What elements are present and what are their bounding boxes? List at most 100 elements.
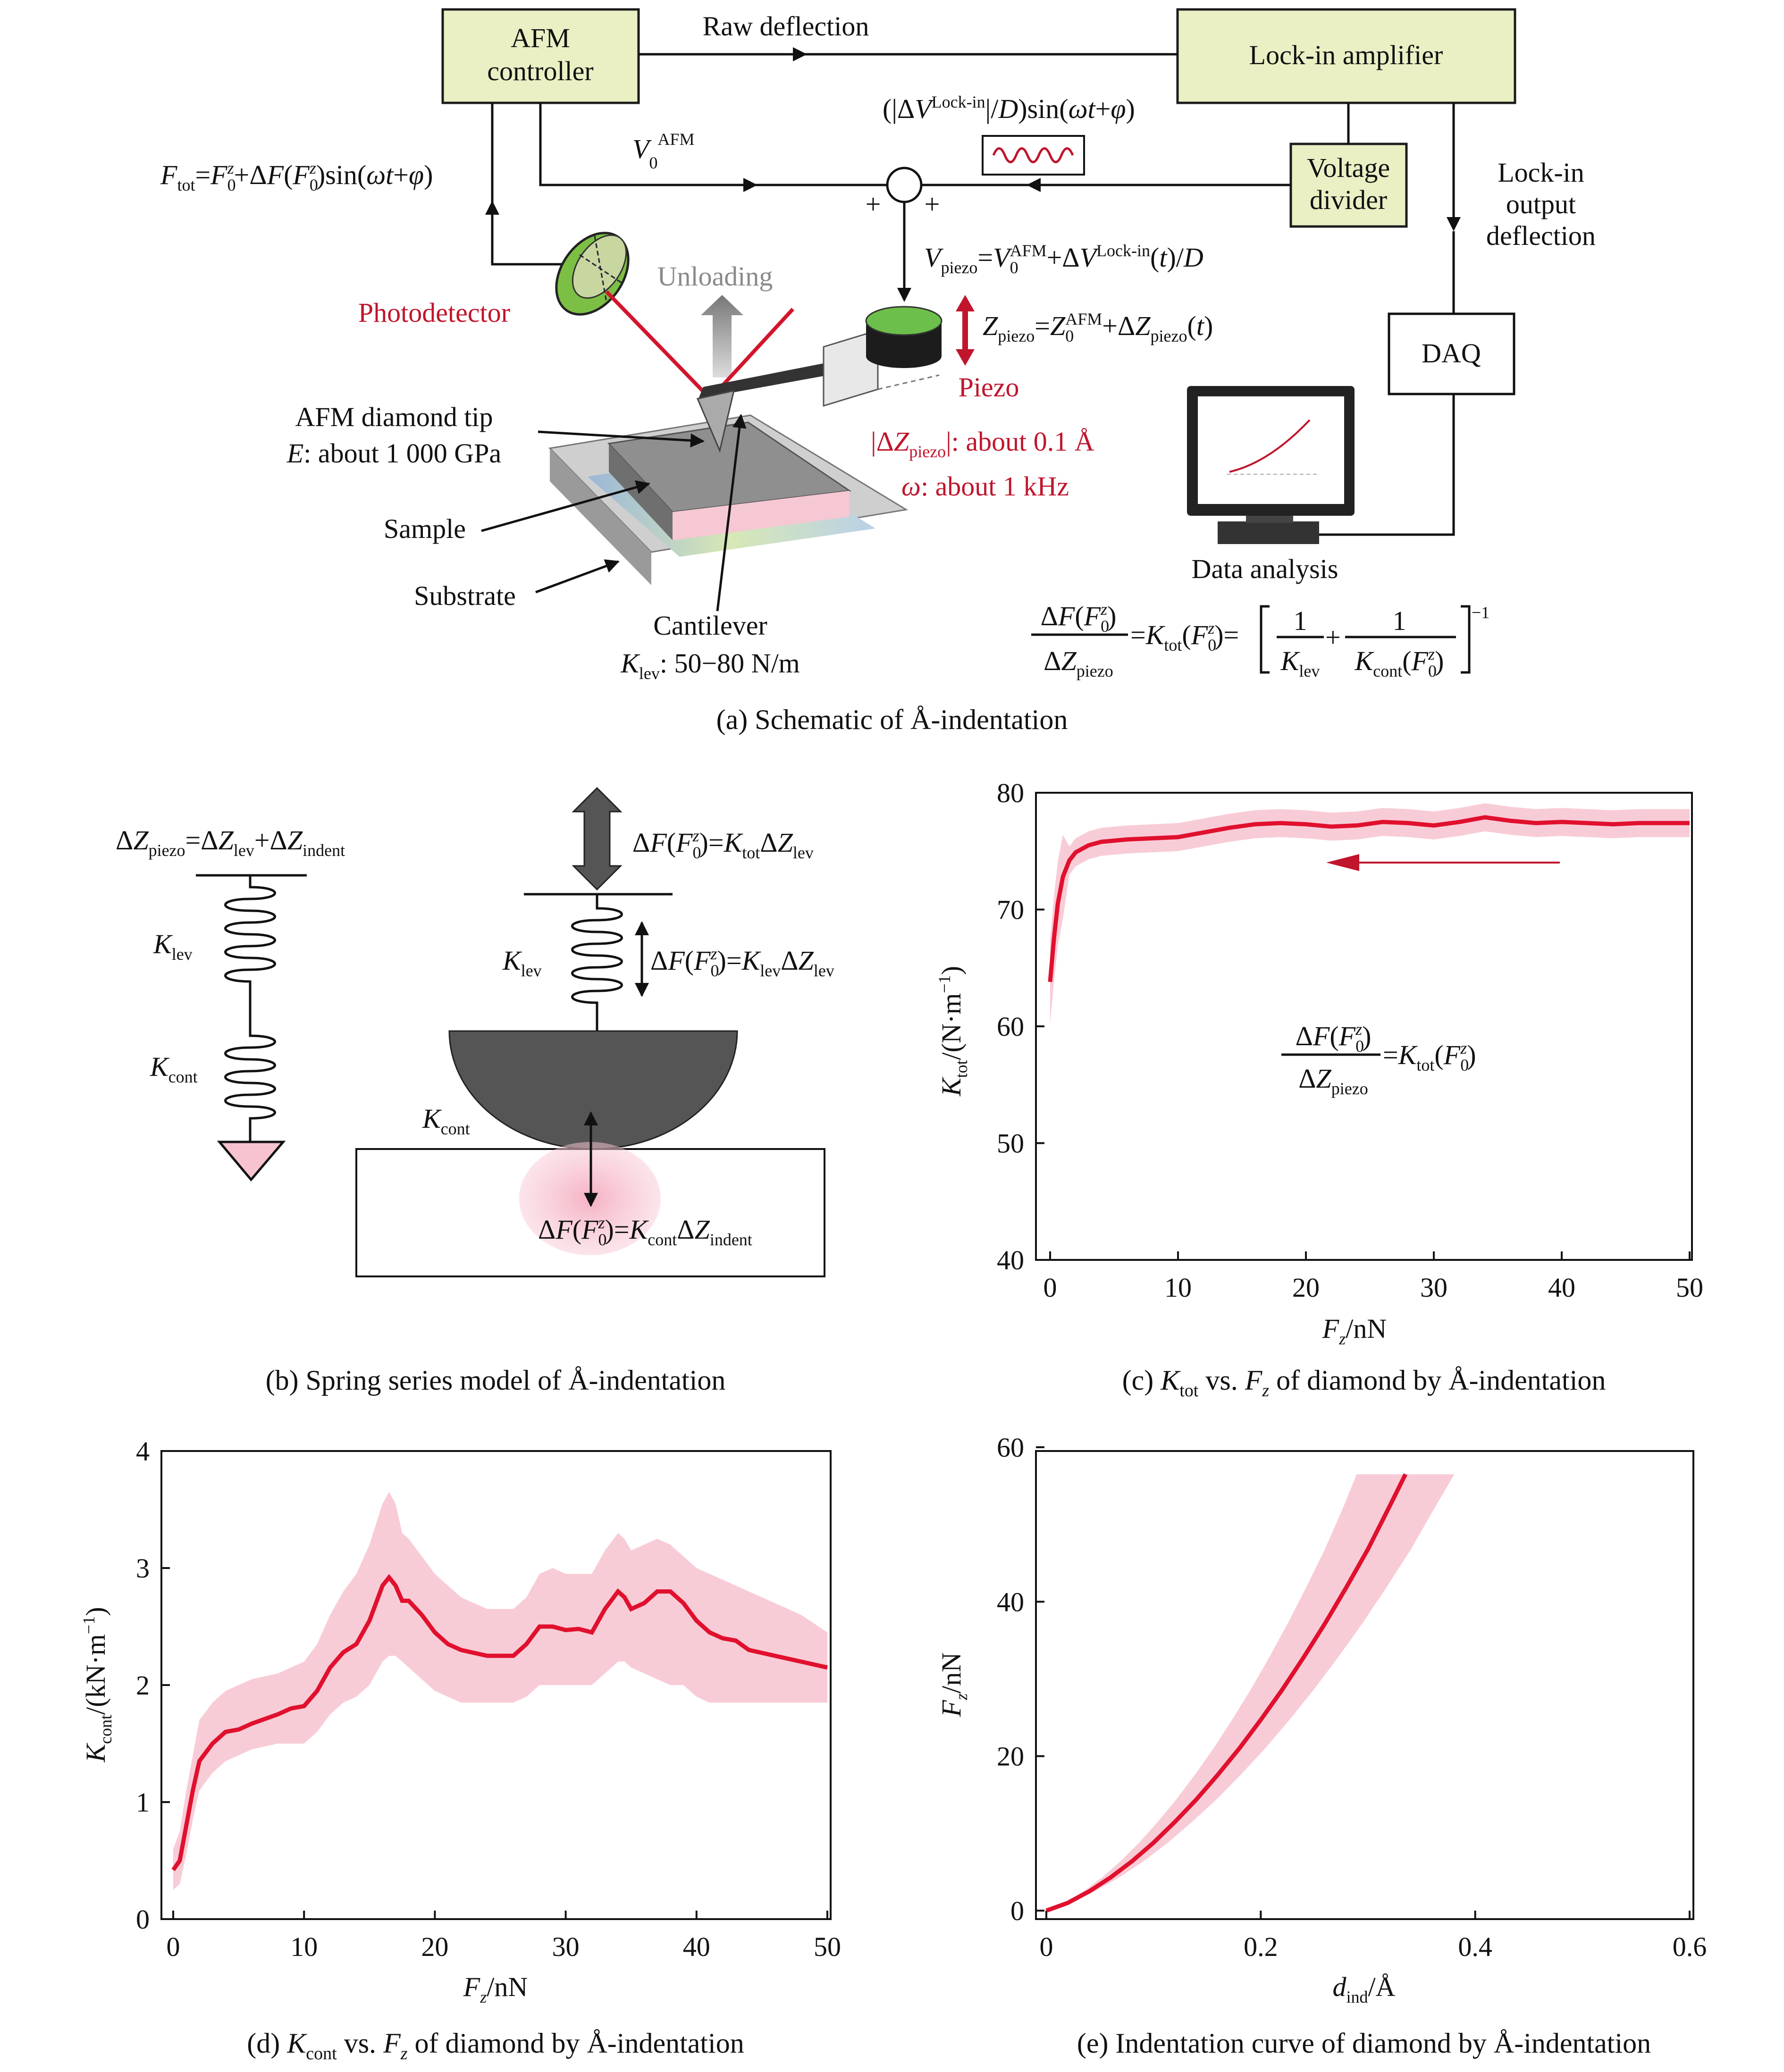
- monitor-icon: [1187, 386, 1355, 544]
- klev-value-label: Klev: 50−80 N/m: [620, 648, 800, 683]
- daq-box: DAQ: [1388, 312, 1515, 395]
- chart-e-force-depth-series: [1045, 1473, 1408, 1913]
- chart-e-ticks: 0 0.2 0.4 0.6 0 20 40 60: [997, 1432, 1707, 1962]
- chart-d-ytick-label: 0: [136, 1904, 150, 1935]
- left-ground-triangle: [217, 1141, 286, 1182]
- chart-c-xtick-label: 40: [1548, 1272, 1575, 1303]
- sample-pointer: [481, 480, 650, 532]
- tip-modulus-label: E: about 1 000 GPa: [286, 438, 501, 469]
- chart-e-xtick-label: 0.2: [1244, 1931, 1278, 1962]
- afm-controller-line2: controller: [487, 56, 593, 86]
- voltage-divider-line1: Voltage: [1307, 152, 1390, 183]
- chart-c-xtick-label: 30: [1420, 1272, 1447, 1303]
- chart-d-xtick-label: 20: [421, 1931, 448, 1962]
- chart-c-ytick-label: 50: [997, 1128, 1024, 1159]
- chart-e-xtick-label: 0: [1040, 1931, 1053, 1962]
- chart-c-ytick-label: 70: [997, 895, 1024, 925]
- sum-plus-right: +: [925, 189, 940, 219]
- chart-c-ytick-label: 40: [997, 1245, 1024, 1275]
- df-ktot-equation: ΔF(F0z)=KtotΔZlev: [632, 826, 814, 862]
- ktot-formula: ΔF(F0z) ΔZpiezo =Ktot(F0z)= 1 Klev + 1 K…: [1031, 600, 1489, 680]
- lock-in-output-line2: output: [1506, 189, 1576, 219]
- chart-e-xlabel: dind/Å: [1332, 1971, 1395, 2006]
- panel-d-kcont-chart: 0 10 20 30 40 50 0 1 2 3 4 Fz/nN Kcont/(kN·m−1) (d…: [79, 1436, 841, 2064]
- divider-arrowhead: [1027, 178, 1041, 192]
- v0-arrowhead: [743, 178, 757, 192]
- voltage-divider-line2: divider: [1310, 185, 1387, 215]
- tip-pointer: [538, 430, 705, 448]
- chart-d-xlabel: Fz/nN: [463, 1971, 528, 2006]
- panel-a-schematic: AFM controller Lock-in amplifier Raw def…: [160, 8, 1596, 735]
- chart-c-xtick-label: 0: [1043, 1272, 1057, 1303]
- chart-c-xtick-label: 10: [1164, 1272, 1192, 1303]
- left-klev-label: Klev: [153, 929, 193, 964]
- photodetector-icon: [485, 103, 630, 316]
- df-klev-equation: ΔF(F0z)=KlevΔZlev: [650, 944, 834, 980]
- svg-text:1: 1: [1393, 605, 1406, 636]
- daq-label: DAQ: [1422, 338, 1481, 369]
- lock-in-modulation-label: (|ΔVLock-in|/D)sin(ωt+φ): [883, 92, 1135, 124]
- chart-e-frame: [1035, 1450, 1694, 1920]
- chart-c-ylabel: Ktot/(N·m−1): [935, 966, 971, 1097]
- voltage-divider-box: Voltage divider: [1289, 143, 1408, 228]
- chart-c-xlabel: Fz/nN: [1322, 1313, 1387, 1348]
- right-klev-label: Klev: [502, 945, 542, 980]
- afm-tip-label: AFM diamond tip: [295, 402, 493, 432]
- chart-e-xtick-label: 0.6: [1673, 1931, 1707, 1962]
- lock-in-amplifier-label: Lock-in amplifier: [1249, 40, 1443, 70]
- chart-d-ticks: 0 10 20 30 40 50 0 1 2 3 4: [136, 1436, 841, 1962]
- photodetector-label: Photodetector: [358, 297, 510, 328]
- chart-c-ticks: 0 10 20 30 40 50 40 50 60 70 80: [997, 778, 1703, 1303]
- chart-d-ytick-label: 3: [136, 1553, 150, 1584]
- z-piezo-equation: Zpiezo=Z0AFM+ΔZpiezo(t): [983, 310, 1213, 345]
- chart-d-ylabel: Kcont/(kN·m−1): [79, 1607, 115, 1762]
- svg-text:Klev: Klev: [1280, 646, 1320, 680]
- controller-to-sum-line: [539, 103, 887, 186]
- chart-e-ylabel: Fz/nN: [936, 1653, 971, 1717]
- daq-to-monitor-line: [1319, 394, 1455, 536]
- cantilever-label: Cantilever: [653, 610, 767, 641]
- sample-label: Sample: [384, 513, 466, 544]
- chart-c-ktot-series: [1048, 815, 1690, 982]
- svg-text:ΔZpiezo: ΔZpiezo: [1298, 1063, 1368, 1098]
- chart-d-confidence-band: [173, 1492, 827, 1890]
- v-piezo-equation: Vpiezo=V0AFM+ΔVLock-in(t)/D: [924, 241, 1203, 277]
- caption-c: (c) Ktot vs. Fz of diamond by Å-indentat…: [1122, 1365, 1606, 1401]
- piezo-arrowhead: [897, 288, 911, 302]
- svg-text:=Ktot(F0z): =Ktot(F0z): [1383, 1039, 1476, 1074]
- lock-in-output-line1: Lock-in: [1498, 157, 1584, 188]
- sample-stack-illustration: [548, 414, 909, 585]
- panel-c-ktot-chart: 0 10 20 30 40 50 40 50 60 70 80 ΔF(F0z) ΔZpiezo =K…: [935, 778, 1703, 1401]
- v0-afm-label: V0AFM: [632, 130, 694, 172]
- left-spring-cont: [224, 1015, 276, 1142]
- panel-b-spring-model: ΔZpiezo=ΔZlev+ΔZindent Klev Kcont ΔF(F0z…: [116, 787, 834, 1396]
- chart-e-xtick-label: 0.4: [1458, 1931, 1492, 1962]
- chart-d-xtick-label: 40: [683, 1931, 710, 1962]
- chart-d-ytick-label: 1: [136, 1787, 150, 1818]
- svg-text:ΔF(F0z): ΔF(F0z): [1296, 1020, 1372, 1056]
- chart-e-ytick-label: 20: [997, 1741, 1024, 1772]
- unloading-arrow-icon: [701, 295, 743, 377]
- chart-c-formula: ΔF(F0z) ΔZpiezo =Ktot(F0z): [1281, 1020, 1476, 1098]
- lock-in-output-line3: deflection: [1486, 220, 1596, 251]
- chart-d-xtick-label: 10: [290, 1931, 318, 1962]
- left-spring-lev: [224, 875, 276, 1015]
- afm-controller-line1: AFM: [511, 23, 570, 53]
- chart-c-ytick-label: 60: [997, 1011, 1024, 1042]
- caption-a: (a) Schematic of Å-indentation: [716, 704, 1068, 735]
- caption-b: (b) Spring series model of Å-indentation: [266, 1365, 726, 1396]
- lock-in-output-arrowhead: [1447, 217, 1461, 231]
- panel-e-indentation-chart: 0 0.2 0.4 0.6 0 20 40 60 dind/Å Fz/nN (e) Inden…: [936, 1432, 1707, 2059]
- piezo-label: Piezo: [959, 372, 1019, 403]
- lock-in-amplifier-box: Lock-in amplifier: [1176, 8, 1516, 104]
- svg-text:Kcont(F0z): Kcont(F0z): [1355, 645, 1444, 680]
- svg-text:=Ktot(F0z)=: =Ktot(F0z)=: [1130, 619, 1239, 654]
- cantilever-illustration: [696, 329, 940, 453]
- chart-d-xtick-label: 50: [814, 1931, 841, 1962]
- unloading-label: Unloading: [657, 261, 773, 292]
- sine-wave-icon: [992, 147, 1074, 163]
- chart-d-xtick-label: 0: [167, 1931, 180, 1962]
- dz-piezo-sum-equation: ΔZpiezo=ΔZlev+ΔZindent: [116, 825, 345, 860]
- piezo-icon: [865, 306, 942, 368]
